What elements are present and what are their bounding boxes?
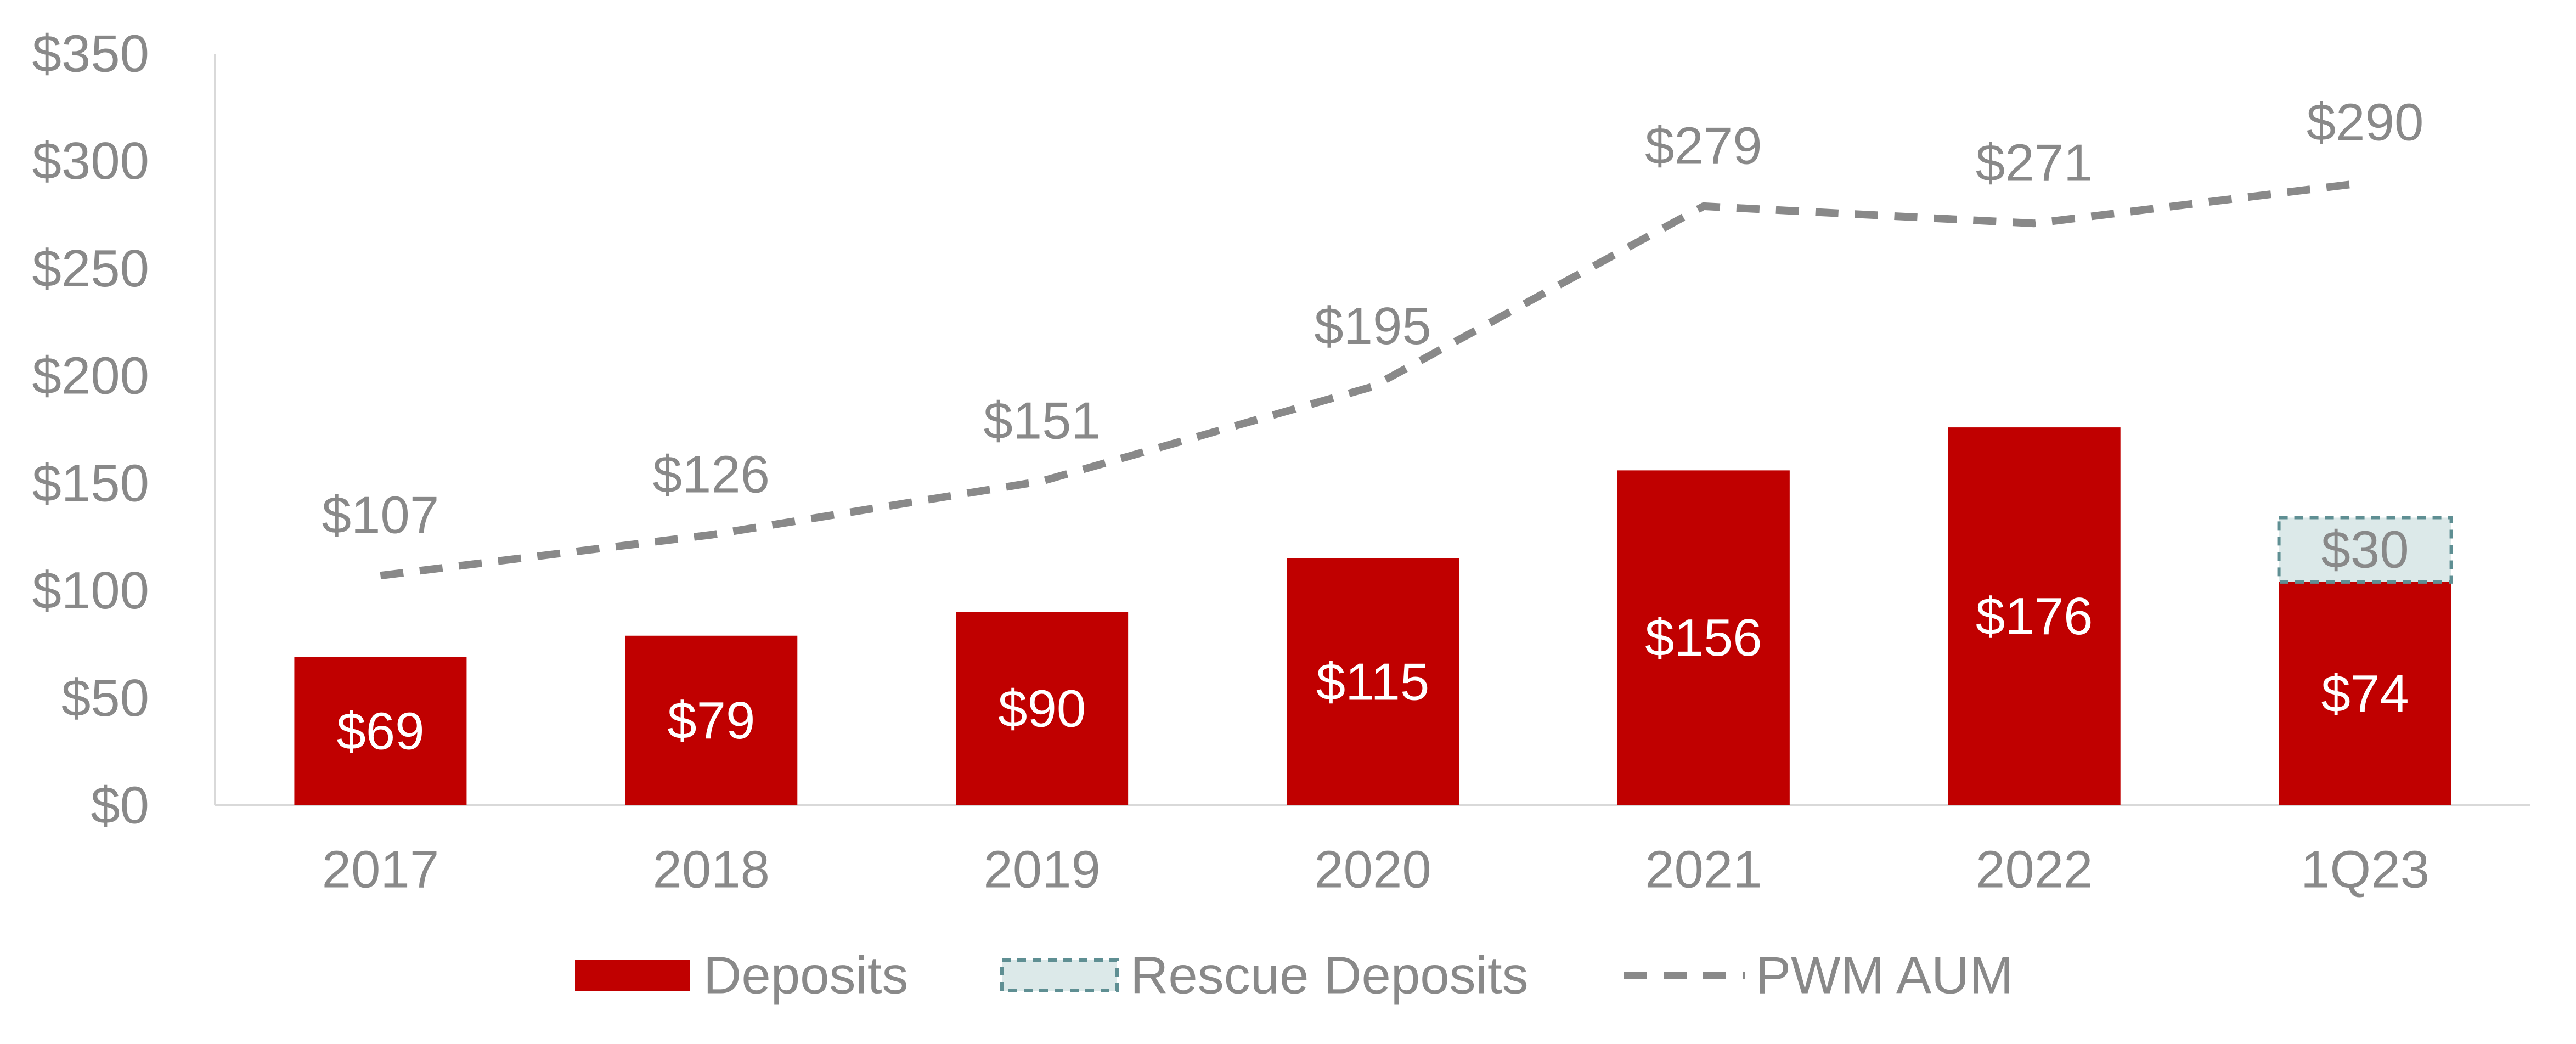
deposits-bar [294, 657, 467, 805]
deposits-bar-label: $176 [1976, 587, 2093, 646]
y-tick-label: $350 [32, 25, 149, 83]
pwm-aum-label: $126 [653, 445, 770, 504]
deposits-bar-label: $156 [1645, 608, 1762, 667]
deposits-bar-label: $79 [667, 691, 755, 750]
rescue-deposits-bar [2277, 516, 2453, 584]
legend-pwm-aum-label: PWM AUM [1756, 946, 2013, 1005]
y-axis: $0 $50 $100 $150 $200 $250 $300 $350 [32, 25, 216, 835]
x-tick-label: 2022 [1976, 840, 2093, 899]
y-tick-label: $100 [32, 561, 149, 620]
deposits-bar-label: $74 [2321, 664, 2409, 723]
deposits-bar [625, 635, 798, 805]
y-tick-label: $0 [91, 776, 149, 835]
legend-rescue-deposits-label: Rescue Deposits [1130, 946, 1529, 1005]
legend-rescue-deposits-swatch [1000, 958, 1119, 992]
deposits-bar [956, 612, 1129, 805]
deposits-bar-label: $69 [336, 702, 424, 760]
legend-deposits-label: Deposits [703, 946, 909, 1005]
pwm-aum-label: $279 [1645, 116, 1762, 175]
pwm-aum-line: $107 $126 $151 $195 $279 $271 $290 [322, 93, 2424, 580]
pwm-aum-label: $290 [2307, 93, 2424, 151]
pwm-aum-label: $195 [1314, 297, 1431, 355]
deposits-bar-label: $115 [1316, 652, 1429, 711]
pwm-aum-label: $271 [1976, 134, 2093, 193]
rescue-deposits-bar-label: $30 [2321, 521, 2409, 579]
x-axis: 2017 2018 2019 2020 2021 2022 1Q23 [215, 804, 2530, 899]
y-tick-label: $150 [32, 454, 149, 512]
legend: Deposits Rescue Deposits PWM AUM [575, 946, 2013, 1005]
pwm-aum-polyline [380, 178, 2366, 580]
bars: $69 $79 $90 $115 $156 $176 $74 $30 [294, 427, 2453, 805]
x-tick-label: 2019 [983, 840, 1101, 899]
deposits-bar-label: $90 [998, 679, 1086, 738]
deposits-bar [1617, 470, 1790, 805]
legend-deposits-swatch [575, 960, 690, 991]
y-tick-label: $250 [32, 239, 149, 298]
x-tick-label: 2021 [1645, 840, 1762, 899]
x-tick-label: 2018 [653, 840, 770, 899]
deposits-bar [1287, 558, 1459, 805]
y-tick-label: $300 [32, 132, 149, 190]
x-tick-label: 1Q23 [2301, 840, 2430, 899]
x-tick-label: 2017 [322, 840, 439, 899]
deposits-bar [1948, 427, 2121, 805]
deposits-bar [2279, 582, 2451, 805]
y-tick-label: $200 [32, 347, 149, 405]
pwm-aum-label: $151 [983, 391, 1101, 450]
x-tick-label: 2020 [1314, 840, 1431, 899]
y-tick-label: $50 [61, 669, 149, 727]
pwm-aum-label: $107 [322, 486, 439, 545]
